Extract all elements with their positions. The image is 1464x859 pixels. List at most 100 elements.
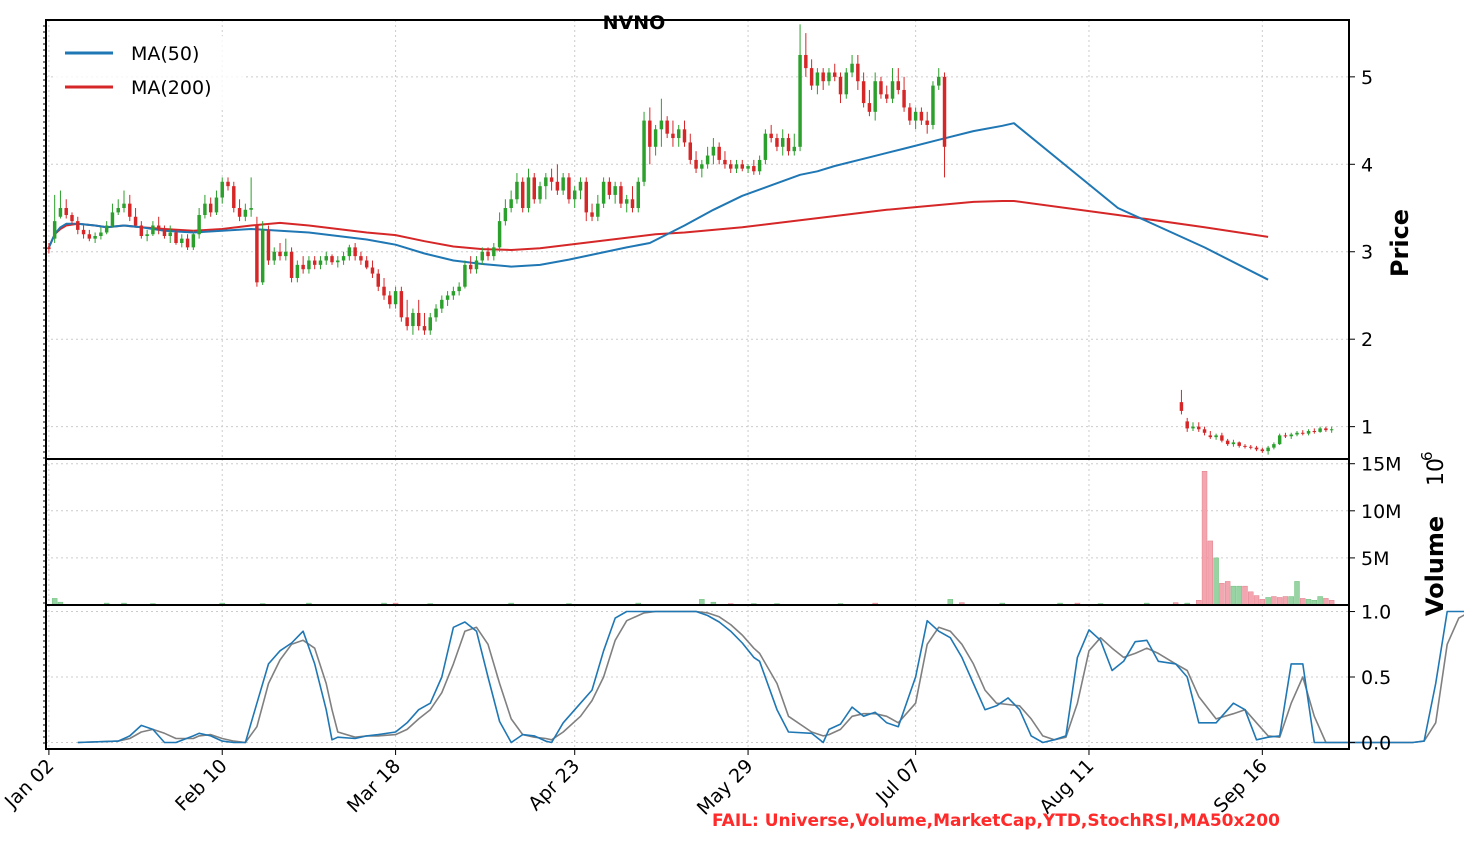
candle [139, 221, 144, 239]
volume-bar [1236, 585, 1242, 606]
candle [1197, 422, 1201, 432]
candle [804, 33, 808, 77]
volume-bar [1248, 591, 1254, 606]
candle [104, 221, 109, 235]
volume-bar [1230, 585, 1237, 606]
candle-body [601, 181, 606, 204]
candle-body [272, 251, 276, 261]
candle-body [913, 111, 918, 121]
candle [572, 186, 577, 209]
candle-body [174, 232, 178, 243]
candle-body [705, 155, 710, 165]
candle [284, 238, 288, 261]
candle [255, 216, 259, 287]
candle [630, 186, 635, 213]
candle [451, 286, 456, 300]
candle [861, 72, 866, 108]
candle [792, 133, 797, 156]
candle-body [301, 264, 305, 270]
candle-body [428, 317, 432, 331]
candle-body [203, 203, 207, 216]
candle-body [185, 238, 190, 248]
candle [827, 68, 831, 86]
candle-layer [47, 24, 1334, 455]
candle [665, 116, 669, 139]
candle [208, 197, 213, 217]
candle-body [364, 260, 369, 268]
candle [700, 159, 704, 178]
candle-body [197, 215, 201, 235]
candle-body [156, 225, 161, 230]
x-tick-label: May 29 [693, 755, 758, 820]
candle-body [399, 291, 404, 318]
candle [214, 190, 219, 216]
stoch-layer [77, 610, 1464, 744]
price-ytick-label: 4 [1361, 154, 1373, 176]
candle [347, 244, 352, 261]
candle [312, 256, 317, 270]
candle [648, 107, 652, 165]
candle [931, 81, 935, 130]
candle-body [711, 146, 716, 156]
candle [497, 212, 502, 252]
candle-body [1301, 432, 1305, 434]
candle [659, 98, 664, 147]
candle-body [70, 215, 74, 222]
candle-body [266, 229, 271, 261]
candle [185, 234, 190, 250]
candle [324, 251, 328, 265]
candle-body [925, 120, 929, 125]
candle [653, 124, 658, 156]
candle-body [503, 208, 508, 222]
candle [833, 63, 837, 82]
x-tick-label: Feb 10 [171, 755, 232, 816]
candle [47, 242, 51, 254]
candle-body [728, 164, 733, 169]
candle [867, 89, 872, 117]
candle [942, 72, 947, 178]
candle-body [567, 177, 571, 200]
volume-bar [1265, 597, 1271, 606]
x-tick-label: Jan 02 [0, 755, 58, 813]
candle [434, 304, 438, 322]
chart-title: NVNO [603, 12, 666, 34]
candle [133, 208, 138, 228]
candle-body [757, 159, 762, 172]
candle [688, 133, 693, 165]
grid-layer [46, 20, 1349, 749]
candle-body [942, 76, 947, 147]
candle [769, 124, 773, 143]
candle-body [700, 164, 704, 169]
candle [919, 107, 924, 125]
candle [815, 68, 820, 95]
stoch-k-line [77, 610, 1464, 744]
candle-body [474, 260, 479, 270]
candle-body [1260, 449, 1265, 452]
candle [1283, 432, 1288, 439]
x-tick-label: Jul 07 [871, 755, 925, 809]
candle [1249, 445, 1253, 450]
candle-body [128, 203, 132, 217]
fail-status-text: FAIL: Universe,Volume,MarketCap,YTD,Stoc… [712, 811, 1280, 831]
candle-body [1266, 447, 1270, 452]
candle-body [908, 107, 912, 121]
candle-body [1202, 429, 1207, 433]
candle-body [1231, 442, 1236, 445]
candle-body [526, 177, 531, 209]
candle [301, 256, 305, 274]
candle [856, 54, 860, 90]
candle [116, 199, 120, 216]
candle-body [289, 251, 294, 278]
candle [474, 256, 479, 274]
candle [902, 76, 906, 112]
candle [341, 251, 346, 265]
candle-body [856, 63, 860, 82]
ma200-line [47, 200, 1269, 251]
candle-body [104, 225, 109, 233]
candle [330, 254, 334, 265]
candle-body [237, 208, 242, 217]
candle-body [116, 208, 120, 213]
candle [52, 194, 57, 243]
candle-body [440, 299, 444, 309]
candle-body [468, 264, 473, 270]
